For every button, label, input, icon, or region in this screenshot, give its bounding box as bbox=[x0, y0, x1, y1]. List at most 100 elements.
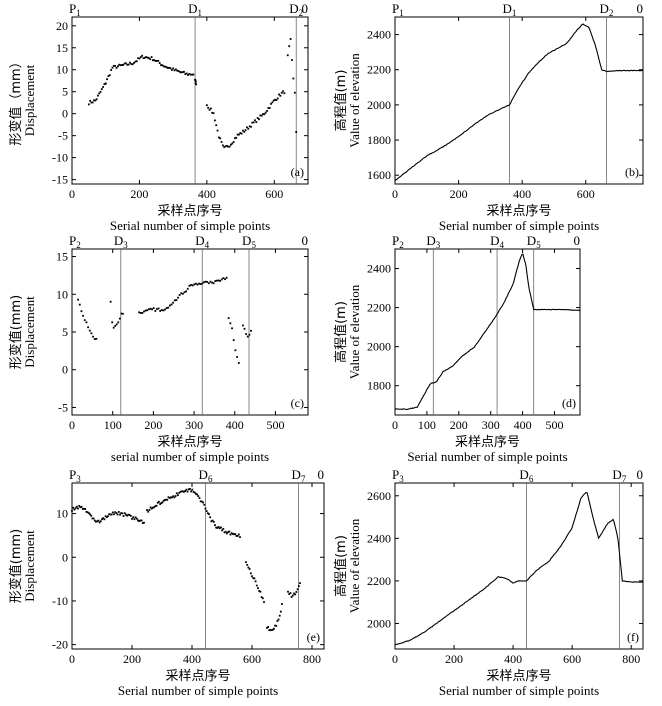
data-point bbox=[258, 118, 260, 121]
data-point bbox=[97, 519, 100, 522]
data-point bbox=[237, 362, 240, 364]
data-point bbox=[276, 620, 279, 622]
data-point bbox=[111, 66, 114, 69]
data-point bbox=[211, 281, 213, 284]
displacement-points bbox=[71, 488, 301, 632]
profile-marker: D7 bbox=[612, 467, 626, 484]
x-tick-label: 600 bbox=[563, 652, 581, 666]
data-point bbox=[194, 492, 197, 495]
marker-text: P bbox=[392, 233, 399, 248]
data-point bbox=[189, 73, 192, 76]
marker-subscript: 1 bbox=[76, 8, 81, 18]
data-point bbox=[150, 507, 153, 510]
data-point bbox=[277, 618, 280, 621]
data-point bbox=[299, 582, 301, 585]
data-point bbox=[252, 121, 255, 124]
data-point bbox=[251, 121, 254, 124]
data-point bbox=[245, 561, 247, 564]
data-point bbox=[240, 132, 243, 135]
x-tick-label: 400 bbox=[513, 187, 531, 201]
y-axis-label-en: Value of elevation bbox=[347, 518, 362, 613]
data-point bbox=[152, 307, 155, 310]
marker-text: D bbox=[527, 233, 536, 248]
data-point bbox=[119, 513, 121, 516]
plot-frame bbox=[394, 248, 581, 416]
x-axis-label-en: Serial number of simple points bbox=[110, 218, 270, 233]
profile-marker: D1 bbox=[188, 1, 202, 18]
marker-text: P bbox=[69, 233, 76, 248]
data-point bbox=[270, 102, 272, 105]
data-point bbox=[246, 335, 249, 338]
plot-frame bbox=[71, 16, 309, 185]
data-point bbox=[260, 596, 263, 599]
data-point bbox=[85, 321, 88, 324]
data-point bbox=[205, 104, 208, 107]
data-point bbox=[249, 572, 252, 575]
marker-subscript: 3 bbox=[436, 240, 441, 250]
data-point bbox=[212, 520, 215, 523]
marker-text: D bbox=[242, 233, 251, 248]
y-tick-label: 5 bbox=[62, 85, 68, 99]
data-point bbox=[130, 63, 133, 65]
data-point bbox=[141, 522, 144, 524]
data-point bbox=[149, 58, 152, 61]
x-tick-label: 600 bbox=[577, 187, 595, 201]
data-point bbox=[247, 566, 250, 569]
data-point bbox=[87, 326, 89, 329]
data-point bbox=[269, 629, 272, 631]
profile-marker: 0 bbox=[574, 233, 581, 248]
data-point bbox=[141, 312, 144, 314]
data-point bbox=[101, 518, 103, 521]
data-point bbox=[173, 299, 176, 302]
data-point bbox=[160, 64, 162, 67]
data-point bbox=[231, 142, 234, 145]
data-point bbox=[297, 585, 300, 587]
y-tick-label: 10 bbox=[56, 507, 68, 521]
marker-subscript: 3 bbox=[76, 474, 81, 484]
data-point bbox=[148, 509, 151, 511]
data-point bbox=[158, 62, 161, 64]
data-point bbox=[200, 500, 203, 503]
marker-subscript: 4 bbox=[205, 240, 210, 250]
profile-marker: P1 bbox=[392, 1, 404, 18]
data-point bbox=[129, 514, 132, 517]
data-point bbox=[79, 506, 82, 509]
data-point bbox=[166, 67, 169, 69]
data-point bbox=[103, 518, 106, 521]
data-point bbox=[274, 624, 276, 627]
data-point bbox=[253, 577, 256, 580]
data-point bbox=[153, 59, 156, 61]
data-point bbox=[81, 508, 84, 510]
data-point bbox=[116, 65, 119, 68]
profile-marker: D5 bbox=[242, 233, 256, 250]
profile-marker: P3 bbox=[392, 467, 404, 484]
data-point bbox=[104, 515, 107, 518]
data-point bbox=[185, 72, 188, 75]
data-point bbox=[292, 77, 295, 80]
data-point bbox=[225, 532, 228, 535]
y-tick-label: -10 bbox=[52, 594, 68, 608]
data-point bbox=[252, 577, 255, 579]
data-point bbox=[95, 520, 97, 523]
x-axis-label-cn: 采样点序号 bbox=[486, 204, 551, 219]
data-point bbox=[172, 67, 175, 70]
data-point bbox=[178, 70, 181, 73]
data-point bbox=[180, 71, 183, 74]
x-tick-label: 100 bbox=[104, 418, 122, 432]
marker-text: D bbox=[195, 233, 204, 248]
data-point bbox=[151, 308, 153, 311]
data-point bbox=[122, 64, 125, 66]
data-point bbox=[208, 513, 210, 516]
y-tick-label: 2600 bbox=[367, 489, 391, 503]
data-point bbox=[154, 505, 157, 508]
data-point bbox=[250, 125, 252, 128]
data-point bbox=[262, 113, 264, 115]
data-point bbox=[250, 329, 252, 332]
profile-marker: D3 bbox=[426, 233, 440, 250]
data-point bbox=[134, 60, 137, 63]
data-point bbox=[202, 501, 204, 504]
data-point bbox=[173, 496, 176, 499]
data-point bbox=[98, 521, 101, 524]
data-point bbox=[95, 337, 98, 340]
